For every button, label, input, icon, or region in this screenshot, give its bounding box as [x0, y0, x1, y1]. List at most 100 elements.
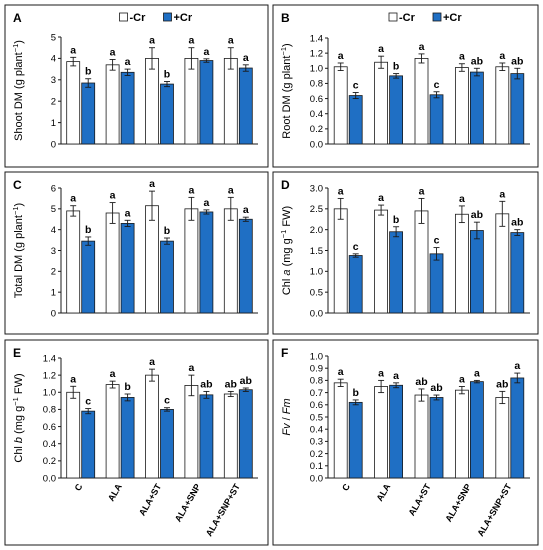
bar-minus-cr [495, 397, 510, 479]
bar-plus-cr [81, 82, 96, 145]
y-tick-label: 0.4 [43, 439, 56, 450]
bar-minus-cr [145, 58, 159, 145]
significance-letter: a [188, 35, 194, 47]
significance-letter: a [378, 367, 384, 379]
significance-letter: a [378, 43, 384, 55]
significance-letter: a [110, 368, 116, 380]
significance-letter: a [459, 51, 465, 63]
significance-letter: ab [511, 55, 523, 67]
bar-plus-cr [160, 409, 174, 479]
bar-plus-cr [120, 71, 135, 145]
panel-letter: B [281, 11, 290, 25]
significance-letter: a [419, 185, 425, 197]
y-tick-label: 0.8 [43, 405, 56, 416]
bar-plus-cr [160, 83, 174, 145]
bar-minus-cr [414, 58, 429, 145]
panel-letter: E [13, 346, 21, 360]
bar-minus-cr [374, 61, 389, 145]
bar-minus-cr [414, 394, 429, 479]
significance-letter: a [203, 197, 209, 209]
y-tick-label: 0.6 [310, 94, 323, 105]
y-tick-label: 4 [51, 225, 56, 236]
legend-swatch [119, 12, 128, 22]
bar-plus-cr [389, 75, 404, 145]
panel-frame [272, 4, 539, 168]
y-tick-label: 0.5 [310, 287, 323, 298]
significance-letter: a [203, 46, 209, 58]
significance-letter: a [459, 374, 465, 386]
y-tick-label: 1.4 [310, 33, 323, 44]
legend-label: +Cr [443, 12, 462, 24]
y-tick-label: 1.0 [43, 388, 56, 399]
bar-minus-cr [145, 374, 159, 479]
significance-letter: a [110, 46, 116, 58]
significance-letter: b [124, 381, 130, 393]
bar-plus-cr [199, 60, 214, 145]
significance-letter: a [228, 184, 234, 196]
significance-letter: a [228, 35, 234, 47]
significance-letter: a [188, 184, 194, 196]
y-axis-title: Total DM (g plant−1) [11, 203, 25, 298]
y-tick-label: 0.1 [310, 461, 323, 472]
y-tick-label: 0.0 [310, 139, 323, 150]
y-axis-title: Shoot DM (g plant−1) [11, 40, 25, 141]
significance-letter: a [499, 50, 505, 62]
significance-letter: a [459, 193, 465, 205]
y-tick-label: 0.5 [310, 412, 323, 423]
y-tick-label: 0.2 [310, 449, 323, 460]
bar-plus-cr [469, 230, 484, 314]
bar-minus-cr [333, 66, 348, 145]
y-tick-label: 0 [51, 308, 56, 319]
y-tick-label: 0.6 [310, 400, 323, 411]
significance-letter: ab [415, 376, 427, 388]
legend-label: -Cr [130, 12, 147, 24]
significance-letter: c [434, 79, 440, 91]
bar-plus-cr [429, 397, 444, 479]
y-tick-label: 0.0 [43, 473, 56, 484]
significance-letter: a [70, 193, 76, 205]
y-axis-title: Fv / Fm [281, 398, 293, 435]
bar-plus-cr [510, 232, 525, 314]
bar-minus-cr [105, 64, 120, 145]
significance-letter: ab [511, 217, 523, 229]
legend-label: -Cr [399, 12, 416, 24]
significance-letter: b [85, 66, 91, 78]
y-tick-label: 3 [51, 246, 56, 257]
y-tick-label: 5 [51, 32, 56, 43]
bar-plus-cr [348, 95, 363, 145]
bar-plus-cr [199, 394, 214, 479]
bar-minus-cr [105, 212, 120, 314]
bar-minus-cr [66, 61, 81, 145]
bar-minus-cr [145, 205, 159, 314]
significance-letter: a [149, 35, 155, 47]
significance-letter: a [243, 204, 249, 216]
bar-plus-cr [429, 253, 444, 314]
y-tick-label: 5 [51, 204, 56, 215]
bar-plus-cr [160, 240, 174, 314]
bar-minus-cr [495, 66, 510, 145]
significance-letter: a [499, 188, 505, 200]
x-category-label: C [73, 482, 85, 493]
bar-plus-cr [120, 397, 135, 479]
bar-plus-cr [469, 71, 484, 145]
bar-minus-cr [454, 213, 469, 314]
y-tick-label: 6 [51, 183, 56, 194]
bar-plus-cr [389, 384, 404, 479]
panel-d: D 0.0 0.5 1.0 1.5 2.0 2.5 3.0 Chl a (mg g−1 FW) a… [272, 171, 539, 335]
bar-plus-cr [238, 389, 253, 479]
bar-plus-cr [469, 381, 484, 479]
significance-letter: a [70, 373, 76, 385]
bar-plus-cr [81, 240, 96, 314]
significance-letter: c [353, 241, 359, 253]
significance-letter: ab [496, 378, 508, 390]
bar-plus-cr [238, 67, 253, 145]
bar-plus-cr [120, 223, 135, 314]
bar-plus-cr [389, 231, 404, 314]
y-tick-label: 1.5 [310, 246, 323, 257]
significance-letter: a [149, 356, 155, 368]
bar-plus-cr [429, 94, 444, 145]
bar-plus-cr [348, 401, 363, 479]
